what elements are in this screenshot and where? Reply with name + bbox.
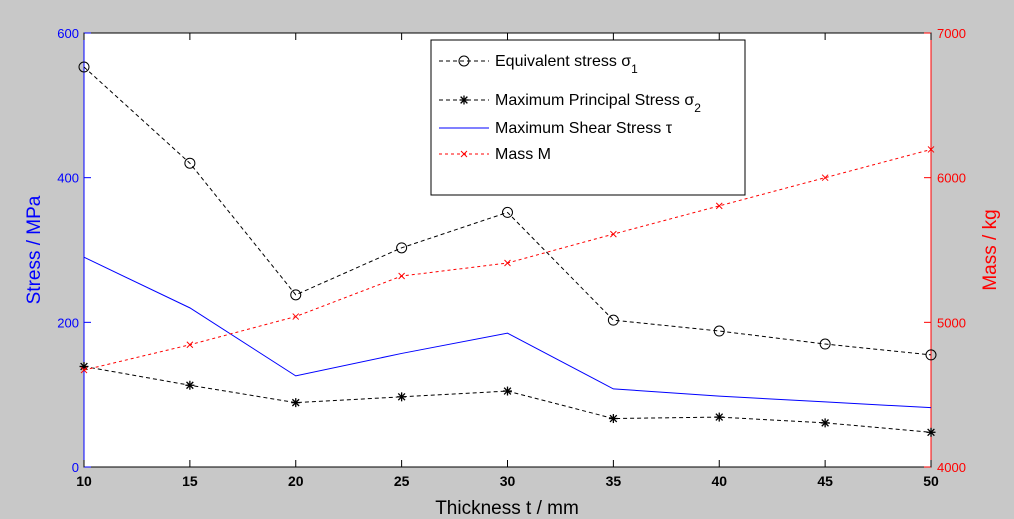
legend-entry: Mass M [439, 146, 551, 163]
data-point [608, 414, 618, 424]
data-point [291, 398, 301, 408]
data-point [610, 230, 617, 238]
x-tick-label: 30 [500, 473, 516, 489]
left-y-tick-label: 0 [72, 460, 79, 475]
legend-entry: Maximum Principal Stress σ2 [439, 92, 701, 115]
x-tick-label: 15 [182, 473, 198, 489]
data-point [290, 289, 302, 301]
left-y-tick-label: 200 [57, 315, 79, 330]
data-point [927, 146, 935, 153]
series-line [83, 365, 932, 433]
data-point [460, 150, 468, 158]
data-point [458, 55, 470, 67]
x-axis: 10 15 20 25 30 35 40 45 50 [76, 33, 939, 489]
data-point [397, 392, 407, 402]
data-point [503, 386, 512, 396]
legend-entry: Equivalent stress σ1 [439, 53, 638, 76]
right-y-tick-label: 5000 [937, 315, 966, 330]
left-y-tick-label: 400 [57, 171, 79, 186]
data-point [819, 338, 831, 350]
data-point [502, 206, 513, 218]
data-point [396, 242, 408, 254]
legend-label: Maximum Shear Stress τ [495, 120, 673, 137]
data-point [820, 418, 830, 428]
data-point [78, 61, 90, 73]
series-line [83, 66, 932, 356]
x-axis-label: Thickness t / mm [435, 498, 579, 519]
data-point [926, 427, 936, 437]
data-point [186, 341, 194, 349]
series-line [83, 256, 932, 409]
right-y-axis-label: Mass / kg [980, 209, 1001, 290]
series-1 [78, 61, 937, 361]
data-point [184, 157, 196, 169]
data-point [459, 95, 469, 105]
series-4 [80, 146, 935, 374]
data-point [80, 366, 88, 374]
x-tick-label: 50 [923, 473, 939, 489]
data-point [607, 314, 619, 326]
data-point [713, 325, 725, 337]
legend-box [430, 39, 746, 196]
data-point [821, 174, 829, 182]
x-tick-label: 45 [817, 473, 833, 489]
left-y-axis: 0 200 400 600 [57, 26, 91, 475]
series-layer [78, 61, 937, 437]
left-y-tick-label: 600 [57, 26, 79, 41]
series-3 [83, 256, 932, 409]
legend-label: Equivalent stress σ1 [495, 53, 638, 76]
x-tick-label: 35 [606, 473, 622, 489]
right-y-tick-label: 6000 [937, 171, 966, 186]
right-y-tick-label: 7000 [937, 26, 966, 41]
data-point [714, 412, 724, 422]
data-point [398, 272, 405, 280]
right-y-axis: 4000 5000 6000 7000 [924, 26, 966, 475]
x-tick-label: 10 [76, 473, 92, 489]
data-point [504, 259, 511, 267]
data-point [292, 313, 300, 320]
data-point [185, 380, 195, 390]
legend-label: Maximum Principal Stress σ2 [495, 92, 701, 115]
data-point [715, 202, 723, 210]
legend-entry: Maximum Shear Stress τ [439, 120, 673, 137]
x-tick-label: 20 [288, 473, 304, 489]
right-y-tick-label: 4000 [937, 460, 966, 475]
legend-label: Mass M [495, 146, 551, 163]
x-tick-label: 40 [711, 473, 727, 489]
left-y-axis-label: Stress / MPa [24, 195, 45, 304]
legend: Equivalent stress σ1 Maximum Principal St… [430, 39, 746, 196]
x-tick-label: 25 [394, 473, 410, 489]
data-point [925, 349, 937, 361]
